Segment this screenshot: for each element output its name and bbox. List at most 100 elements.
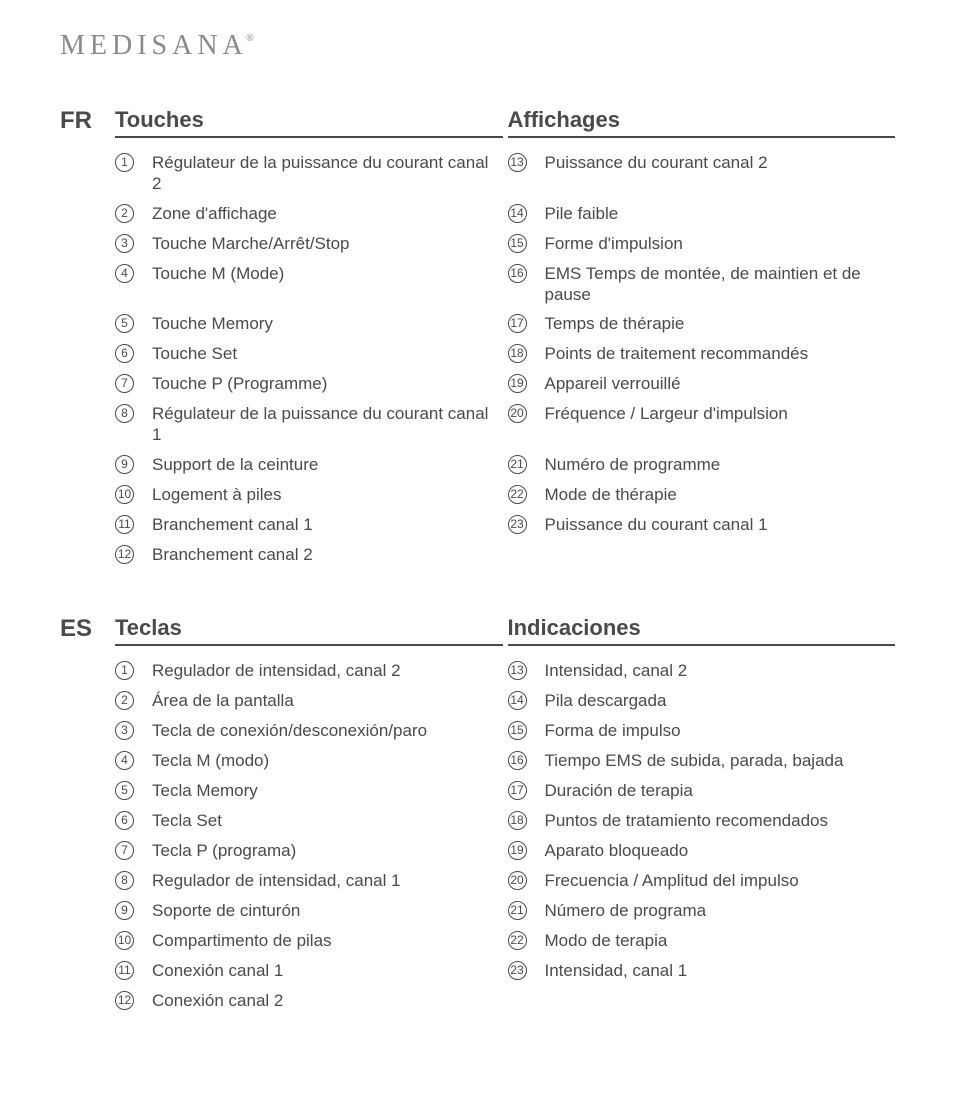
- legend-row: 8Regulador de intensidad, canal 120Frecu…: [115, 866, 900, 896]
- left-item-text: Tecla P (programa): [152, 840, 508, 861]
- circled-number-icon: 3: [115, 234, 134, 253]
- circled-number-icon: 1: [115, 153, 134, 172]
- right-item-text: Fréquence / Largeur d'impulsion: [545, 403, 901, 424]
- circled-number-icon: 9: [115, 455, 134, 474]
- right-item: [508, 540, 901, 570]
- legend-row: 6 Touche Set18Points de traitement recomm…: [115, 339, 900, 369]
- left-item-text: Área de la pantalla: [152, 690, 508, 711]
- legend-row: 10Compartimento de pilas22Modo de terapi…: [115, 926, 900, 956]
- right-item-text: Forme d'impulsion: [545, 233, 901, 254]
- left-item-text: Conexión canal 1: [152, 960, 508, 981]
- right-item: 16 Tiempo EMS de subida, parada, bajada: [508, 746, 901, 776]
- circled-number-icon: 7: [115, 841, 134, 860]
- right-column-heading: Affichages: [508, 107, 896, 138]
- right-item-text: Duración de terapia: [545, 780, 901, 801]
- left-item: 2 Área de la pantalla: [115, 686, 508, 716]
- left-item: 10Logement à piles: [115, 480, 508, 510]
- left-item: 6 Touche Set: [115, 339, 508, 369]
- left-item: 5 Tecla Memory: [115, 776, 508, 806]
- right-item-text: Tiempo EMS de subida, parada, bajada: [545, 750, 901, 771]
- legend-row: 8Régulateur de la puissance du courant c…: [115, 399, 900, 450]
- circled-number-icon: 10: [115, 931, 134, 950]
- left-item-text: Touche Marche/Arrêt/Stop: [152, 233, 508, 254]
- circled-number-icon: 7: [115, 374, 134, 393]
- left-item: 1 Regulador de intensidad, canal 2: [115, 656, 508, 686]
- left-column-heading: Teclas: [115, 615, 503, 646]
- circled-number-icon: 9: [115, 901, 134, 920]
- left-item-text: Touche M (Mode): [152, 263, 508, 284]
- left-item-text: Branchement canal 2: [152, 544, 508, 565]
- left-item: 11Conexión canal 1: [115, 956, 508, 986]
- right-item-text: Mode de thérapie: [545, 484, 901, 505]
- left-item-text: Tecla Memory: [152, 780, 508, 801]
- brand-logo: MEDISANA®: [60, 30, 900, 62]
- legend-row: 12 Branchement canal 2: [115, 540, 900, 570]
- right-item: 16EMS Temps de montée, de maintien et de…: [508, 259, 901, 310]
- left-item-text: Regulador de intensidad, canal 1: [152, 870, 508, 891]
- left-item: 8Régulateur de la puissance du courant c…: [115, 399, 508, 450]
- right-item-text: Pila descargada: [545, 690, 901, 711]
- legend-row: 3Tecla de conexión/desconexión/paro15For…: [115, 716, 900, 746]
- circled-number-icon: 19: [508, 841, 527, 860]
- legend-row: 2Zone d'affichage14Pile faible: [115, 199, 900, 229]
- circled-number-icon: 15: [508, 234, 527, 253]
- legend-row: 9Soporte de cinturón21Número de programa: [115, 896, 900, 926]
- legend-row: 5Touche Memory17Temps de thérapie: [115, 309, 900, 339]
- circled-number-icon: 8: [115, 871, 134, 890]
- circled-number-icon: 20: [508, 404, 527, 423]
- left-item-text: Régulateur de la puissance du courant ca…: [152, 152, 508, 195]
- legend-row: 5 Tecla Memory17Duración de terapia: [115, 776, 900, 806]
- circled-number-icon: 13: [508, 661, 527, 680]
- left-item-text: Touche Set: [152, 343, 508, 364]
- left-item: 4Tecla M (modo): [115, 746, 508, 776]
- right-item-text: Número de programa: [545, 900, 901, 921]
- circled-number-icon: 16: [508, 751, 527, 770]
- lang-section-es: ESTeclasIndicaciones1Regulador de intens…: [60, 615, 900, 1016]
- circled-number-icon: 5: [115, 781, 134, 800]
- legend-row: 4Tecla M (modo)16 Tiempo EMS de subida, p…: [115, 746, 900, 776]
- right-column-heading: Indicaciones: [508, 615, 896, 646]
- left-item-text: Tecla Set: [152, 810, 508, 831]
- legend-row: 12Conexión canal 2: [115, 986, 900, 1016]
- right-item-text: Intensidad, canal 1: [545, 960, 901, 981]
- circled-number-icon: 4: [115, 751, 134, 770]
- circled-number-icon: 21: [508, 455, 527, 474]
- legend-row: 4 Touche M (Mode)16EMS Temps de montée, d…: [115, 259, 900, 310]
- circled-number-icon: 6: [115, 344, 134, 363]
- left-item: 8 Regulador de intensidad, canal 1: [115, 866, 508, 896]
- right-item: 17Duración de terapia: [508, 776, 901, 806]
- right-item-text: Points de traitement recommandés: [545, 343, 901, 364]
- left-item-text: Support de la ceinture: [152, 454, 508, 475]
- right-item: 19 Aparato bloqueado: [508, 836, 901, 866]
- right-item: 21Número de programa: [508, 896, 901, 926]
- right-item-text: Forma de impulso: [545, 720, 901, 741]
- left-item: 12Conexión canal 2: [115, 986, 508, 1016]
- circled-number-icon: 22: [508, 931, 527, 950]
- left-item: 10 Compartimento de pilas: [115, 926, 508, 956]
- circled-number-icon: 4: [115, 264, 134, 283]
- right-item: 23Puissance du courant canal 1: [508, 510, 901, 540]
- left-item-text: Branchement canal 1: [152, 514, 508, 535]
- circled-number-icon: 11: [115, 515, 134, 534]
- right-item-text: Aparato bloqueado: [545, 840, 901, 861]
- right-item-text: Numéro de programme: [545, 454, 901, 475]
- circled-number-icon: 12: [115, 545, 134, 564]
- right-item: 18Points de traitement recommandés: [508, 339, 901, 369]
- left-item: 3 Touche Marche/Arrêt/Stop: [115, 229, 508, 259]
- legend-row: 1Regulador de intensidad, canal 213Inten…: [115, 656, 900, 686]
- circled-number-icon: 2: [115, 691, 134, 710]
- left-item-text: Logement à piles: [152, 484, 508, 505]
- left-item-text: Regulador de intensidad, canal 2: [152, 660, 508, 681]
- right-item: 13Puissance du courant canal 2: [508, 148, 901, 199]
- left-item-text: Tecla de conexión/desconexión/paro: [152, 720, 508, 741]
- left-item: 9Soporte de cinturón: [115, 896, 508, 926]
- circled-number-icon: 14: [508, 204, 527, 223]
- circled-number-icon: 12: [115, 991, 134, 1010]
- circled-number-icon: 1: [115, 661, 134, 680]
- legend-row: 9 Support de la ceinture21 Numéro de progr…: [115, 450, 900, 480]
- legend-row: 10Logement à piles22Mode de thérapie: [115, 480, 900, 510]
- circled-number-icon: 19: [508, 374, 527, 393]
- right-item-text: Puissance du courant canal 2: [545, 152, 901, 173]
- circled-number-icon: 23: [508, 961, 527, 980]
- left-item-text: Compartimento de pilas: [152, 930, 508, 951]
